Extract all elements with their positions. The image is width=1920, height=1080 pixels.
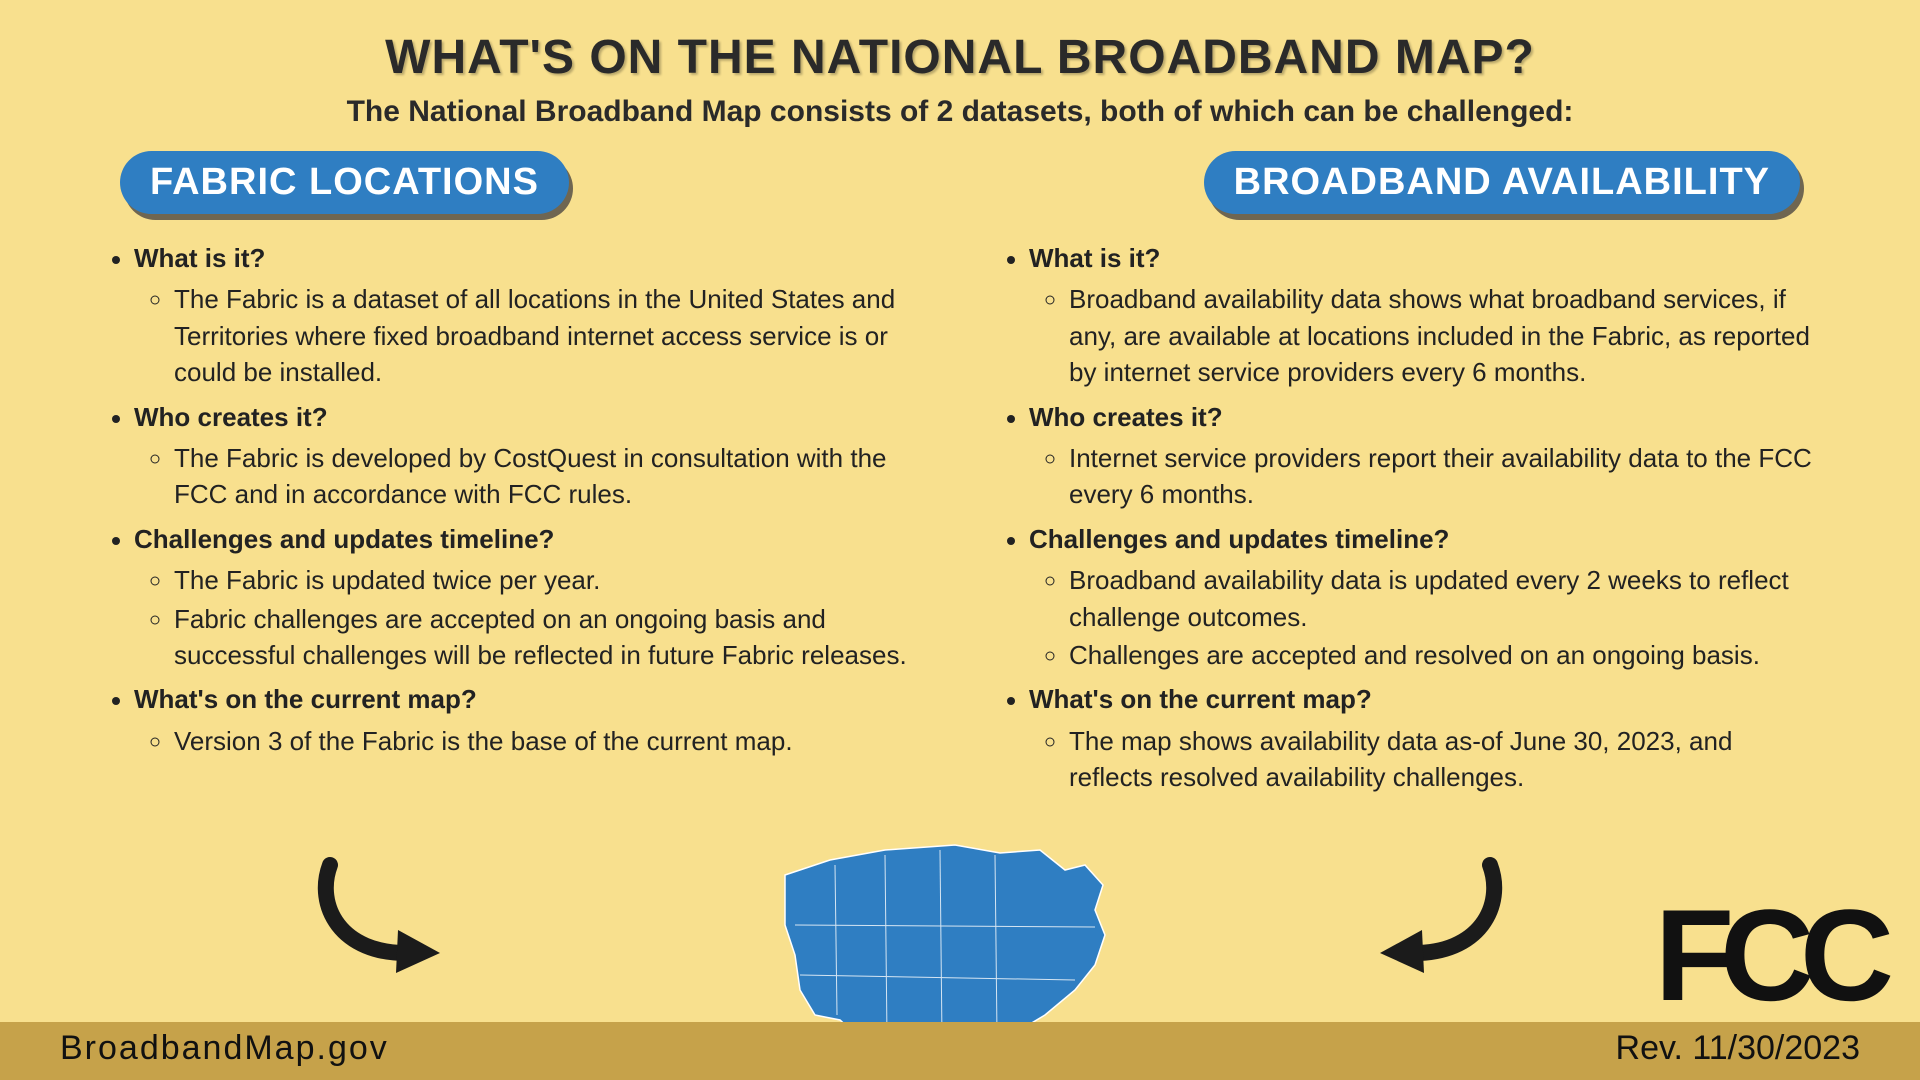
footer-url: BroadbandMap.gov	[60, 1029, 389, 1068]
availability-list: What is it? Broadband availability data …	[995, 240, 1820, 795]
columns: FABRIC LOCATIONS What is it? The Fabric …	[0, 129, 1920, 803]
footer-rev: Rev. 11/30/2023	[1616, 1029, 1860, 1068]
page-subtitle: The National Broadband Map consists of 2…	[0, 95, 1920, 129]
answer: The Fabric is updated twice per year.	[174, 562, 925, 598]
answer: The Fabric is a dataset of all locations…	[174, 281, 925, 390]
question: Challenges and updates timeline?	[134, 524, 554, 554]
question: Who creates it?	[1029, 402, 1223, 432]
question: What is it?	[1029, 243, 1160, 273]
answer: Broadband availability data shows what b…	[1069, 281, 1820, 390]
list-item: Who creates it? Internet service provide…	[1029, 399, 1820, 513]
fcc-logo-icon: FCC	[1655, 890, 1880, 1020]
fabric-list: What is it? The Fabric is a dataset of a…	[100, 240, 925, 759]
pill-fabric-locations: FABRIC LOCATIONS	[120, 151, 569, 214]
list-item: What's on the current map? Version 3 of …	[134, 681, 925, 759]
question: Who creates it?	[134, 402, 328, 432]
answer: The map shows availability data as-of Ju…	[1069, 723, 1820, 796]
answer: Challenges are accepted and resolved on …	[1069, 637, 1820, 673]
page-title: WHAT'S ON THE NATIONAL BROADBAND MAP?	[0, 0, 1920, 85]
answer: Fabric challenges are accepted on an ong…	[174, 601, 925, 674]
list-item: What is it? Broadband availability data …	[1029, 240, 1820, 391]
list-item: Challenges and updates timeline? Broadba…	[1029, 521, 1820, 674]
list-item: Challenges and updates timeline? The Fab…	[134, 521, 925, 674]
question: Challenges and updates timeline?	[1029, 524, 1449, 554]
list-item: What's on the current map? The map shows…	[1029, 681, 1820, 795]
question: What is it?	[134, 243, 265, 273]
answer: Version 3 of the Fabric is the base of t…	[174, 723, 925, 759]
col-availability: BROADBAND AVAILABILITY What is it? Broad…	[995, 151, 1820, 803]
col-fabric: FABRIC LOCATIONS What is it? The Fabric …	[100, 151, 925, 803]
question: What's on the current map?	[1029, 684, 1372, 714]
question: What's on the current map?	[134, 684, 477, 714]
answer: Internet service providers report their …	[1069, 440, 1820, 513]
answer: The Fabric is developed by CostQuest in …	[174, 440, 925, 513]
list-item: What is it? The Fabric is a dataset of a…	[134, 240, 925, 391]
list-item: Who creates it? The Fabric is developed …	[134, 399, 925, 513]
answer: Broadband availability data is updated e…	[1069, 562, 1820, 635]
arrow-left-icon	[1360, 845, 1520, 990]
pill-broadband-availability: BROADBAND AVAILABILITY	[1204, 151, 1800, 214]
arrow-right-icon	[300, 845, 460, 990]
